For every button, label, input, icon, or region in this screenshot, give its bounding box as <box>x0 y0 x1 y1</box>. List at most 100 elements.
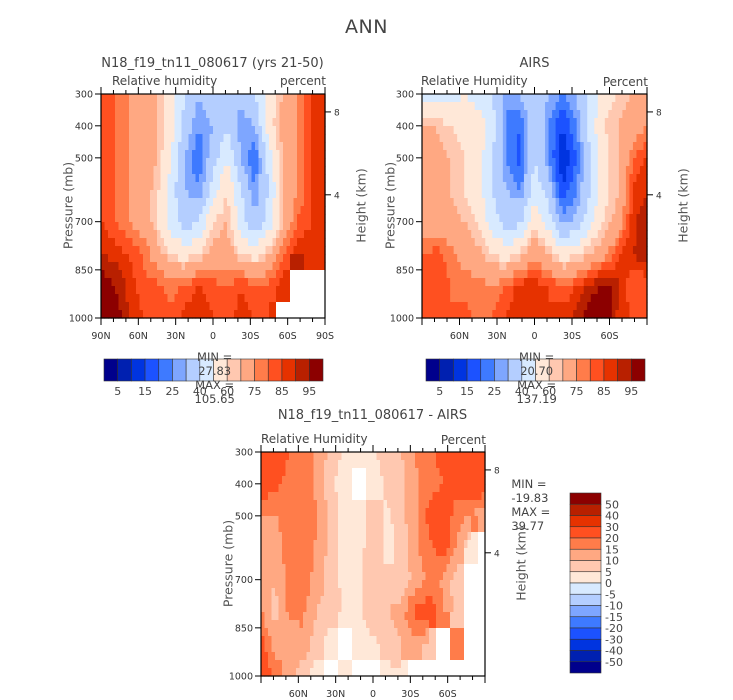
panel-3-cell <box>299 452 304 461</box>
panel-1-cell <box>164 110 169 119</box>
panel-3-cell <box>450 476 455 485</box>
panel-3-cell <box>261 580 266 589</box>
panel-2-cell <box>580 302 585 311</box>
panel-3-cell <box>429 516 434 525</box>
panel-3-cell <box>306 580 311 589</box>
panel-3-cell <box>359 604 364 613</box>
panel-2-cell <box>467 294 472 303</box>
panel-1-cell <box>188 126 193 135</box>
panel-3-cell <box>383 500 388 509</box>
panel-1-cell <box>195 94 200 103</box>
panel-1-cell <box>111 238 116 247</box>
panel-2-cell <box>562 230 567 239</box>
panel-3-cell <box>450 540 455 549</box>
panel-3-cell <box>310 524 315 533</box>
panel-1-cell <box>139 294 144 303</box>
panel-1-cell <box>241 182 246 191</box>
panel-1-cell <box>293 254 298 263</box>
panel-1-cell <box>192 142 197 151</box>
panel-2-cell <box>601 102 606 111</box>
panel-1-cell <box>290 246 295 255</box>
panel-1-cell <box>227 158 232 167</box>
panel-1-cell <box>188 278 193 287</box>
panel-2-cell <box>457 278 462 287</box>
panel-1-cell <box>209 222 214 231</box>
panel-2-cell <box>471 118 476 127</box>
panel-3-cell <box>380 532 385 541</box>
panel-2-cell <box>569 182 574 191</box>
panel-2-cell <box>478 110 483 119</box>
panel-1-cell <box>108 310 113 319</box>
panel-2-cell <box>562 118 567 127</box>
panel-2-cell <box>597 302 602 311</box>
panel-1-cell <box>241 294 246 303</box>
panel-1-cell <box>220 310 225 319</box>
panel-2-cell <box>520 126 525 135</box>
panel-1-cell <box>279 270 284 279</box>
panel-1-cell <box>122 214 127 223</box>
panel-3-cell <box>296 596 301 605</box>
panel-3-cell <box>404 484 409 493</box>
panel-3-cell <box>317 540 322 549</box>
panel-2-cell <box>478 294 483 303</box>
panel-1-cell <box>122 294 127 303</box>
panel-3-cell <box>292 524 297 533</box>
panel-2-cell <box>548 254 553 263</box>
panel-2-cell <box>460 246 465 255</box>
panel-1-ytick-label: 700 <box>75 217 93 228</box>
panel-1-cell <box>262 198 267 207</box>
panel-3-cell <box>446 556 451 565</box>
panel-1-cell <box>153 182 158 191</box>
panel-1-cell <box>174 286 179 295</box>
panel-1-cell <box>251 102 256 111</box>
panel-2-cell <box>492 278 497 287</box>
panel-3-cell <box>481 572 486 581</box>
panel-2-cell <box>520 158 525 167</box>
panel-2-cell <box>464 110 469 119</box>
panel-1-cell <box>286 142 291 151</box>
panel-3-cell <box>268 580 273 589</box>
panel-1-cell <box>160 310 165 319</box>
panel-2-cell <box>604 270 609 279</box>
panel-3-cell <box>355 596 360 605</box>
panel-1-cell <box>115 222 120 231</box>
panel-1-cell <box>220 158 225 167</box>
panel-2-xtick-label: 0 <box>531 331 537 342</box>
panel-2-cell <box>583 94 588 103</box>
panel-1-cell <box>192 294 197 303</box>
panel-2-cell <box>527 246 532 255</box>
panel-1-cell <box>234 102 239 111</box>
panel-2-cell <box>625 206 631 215</box>
panel-1-cell <box>223 102 228 111</box>
panel-3-cell <box>380 452 385 461</box>
panel-3-cell <box>481 532 486 541</box>
panel-3-cell <box>292 492 297 501</box>
panel-1-cell <box>157 166 162 175</box>
panel-1-cell <box>300 270 305 279</box>
panel-2-cell <box>481 94 486 103</box>
panel-3-cell <box>348 452 353 461</box>
panel-2-cell <box>622 142 627 151</box>
panel-1-cell <box>192 262 197 271</box>
panel-1-cell <box>262 206 267 215</box>
panel-1-cell <box>174 254 179 263</box>
panel-2-cell <box>538 182 543 191</box>
panel-1-cell <box>181 166 186 175</box>
panel-3-cell <box>457 492 462 501</box>
panel-2-cell <box>629 150 634 159</box>
panel-2-cell <box>467 174 472 183</box>
panel-1-cell <box>244 198 249 207</box>
panel-3-cell <box>383 564 388 573</box>
panel-1-cell <box>206 174 211 183</box>
panel-1-cell <box>174 214 179 223</box>
panel-1-cell <box>185 302 190 311</box>
panel-2-cell <box>446 302 451 311</box>
panel-2-cell <box>625 102 631 111</box>
panel-2-cell <box>471 190 476 199</box>
panel-3-cell <box>446 460 451 469</box>
panel-1-cell <box>276 270 281 279</box>
panel-1-cell <box>160 294 165 303</box>
panel-2-cell <box>587 150 592 159</box>
panel-1-cell <box>300 110 305 119</box>
panel-1-cell <box>150 246 155 255</box>
